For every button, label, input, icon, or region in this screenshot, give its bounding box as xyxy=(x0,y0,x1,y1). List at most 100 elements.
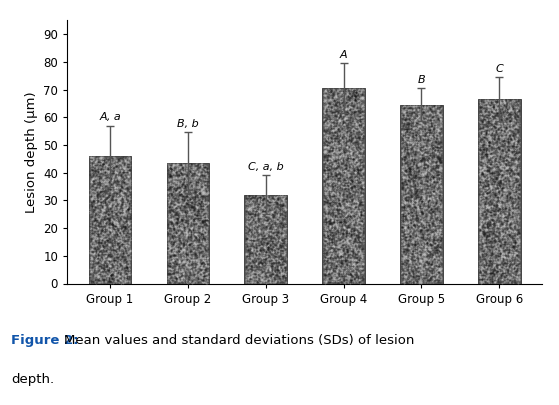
Point xyxy=(193,253,202,259)
Point xyxy=(329,224,338,230)
Point xyxy=(185,217,194,224)
Point xyxy=(183,239,192,246)
Point xyxy=(200,213,209,219)
Point xyxy=(415,253,424,259)
Point xyxy=(478,156,487,162)
Point xyxy=(200,261,209,268)
Point xyxy=(185,171,194,177)
Point xyxy=(183,194,192,200)
Point xyxy=(200,257,209,264)
Point xyxy=(355,269,364,275)
Point xyxy=(513,164,522,171)
Point xyxy=(99,232,108,239)
Point xyxy=(110,164,119,171)
Point xyxy=(422,159,431,166)
Point xyxy=(330,255,339,261)
Point xyxy=(509,134,518,141)
Point xyxy=(264,223,273,229)
Point xyxy=(95,263,104,269)
Point xyxy=(253,241,262,247)
Point xyxy=(353,114,362,120)
Point xyxy=(334,86,343,92)
Point xyxy=(478,247,487,254)
Point xyxy=(412,203,421,210)
Point xyxy=(166,204,175,211)
Point xyxy=(355,237,364,244)
Point xyxy=(419,151,428,157)
Point xyxy=(509,132,518,138)
Point xyxy=(118,160,127,166)
Point xyxy=(328,230,337,237)
Point xyxy=(514,181,523,188)
Point xyxy=(267,219,276,225)
Point xyxy=(410,270,419,276)
Point xyxy=(351,100,360,106)
Point xyxy=(425,173,434,180)
Point xyxy=(359,167,368,174)
Point xyxy=(331,95,340,102)
Point xyxy=(92,273,101,279)
Point xyxy=(108,197,117,203)
Point xyxy=(333,126,342,133)
Point xyxy=(244,257,253,263)
Point xyxy=(269,224,278,230)
Point xyxy=(92,249,101,256)
Point xyxy=(511,174,520,181)
Point xyxy=(342,106,350,112)
Point xyxy=(201,271,210,278)
Point xyxy=(401,245,410,252)
Point xyxy=(261,239,270,245)
Point xyxy=(352,89,361,95)
Point xyxy=(498,182,506,188)
Point xyxy=(321,142,330,148)
Point xyxy=(480,101,489,108)
Point xyxy=(481,165,490,171)
Point xyxy=(201,277,210,283)
Point xyxy=(342,200,350,206)
Point xyxy=(323,233,332,239)
Point xyxy=(336,271,345,278)
Point xyxy=(358,165,367,171)
Point xyxy=(411,151,420,158)
Point xyxy=(359,179,368,185)
Point xyxy=(118,200,127,207)
Point xyxy=(402,163,411,170)
Point xyxy=(201,225,210,232)
Point xyxy=(483,253,492,260)
Point xyxy=(180,234,189,240)
Point xyxy=(434,244,443,250)
Point xyxy=(198,263,207,269)
Point xyxy=(413,104,421,111)
Point xyxy=(478,251,487,257)
Point xyxy=(509,119,518,125)
Point xyxy=(408,270,417,277)
Point xyxy=(276,238,285,244)
Point xyxy=(320,116,329,123)
Point xyxy=(183,174,192,181)
Point xyxy=(108,228,117,234)
Point xyxy=(328,172,337,178)
Point xyxy=(243,205,252,211)
Point xyxy=(102,213,111,220)
Point xyxy=(492,204,501,210)
Point xyxy=(182,194,191,200)
Point xyxy=(421,213,430,220)
Point xyxy=(482,214,491,220)
Point xyxy=(496,119,505,126)
Point xyxy=(355,190,364,196)
Point xyxy=(490,188,499,194)
Point xyxy=(319,262,328,269)
Point xyxy=(432,218,440,225)
Point xyxy=(349,107,358,113)
Point xyxy=(192,265,201,271)
Point xyxy=(176,196,184,203)
Point xyxy=(254,195,263,201)
Point xyxy=(411,207,420,213)
Point xyxy=(199,237,208,243)
Point xyxy=(124,239,133,245)
Point xyxy=(488,205,497,211)
Point xyxy=(495,134,504,141)
Point xyxy=(103,225,112,232)
Point xyxy=(345,206,354,213)
Point xyxy=(435,223,444,229)
